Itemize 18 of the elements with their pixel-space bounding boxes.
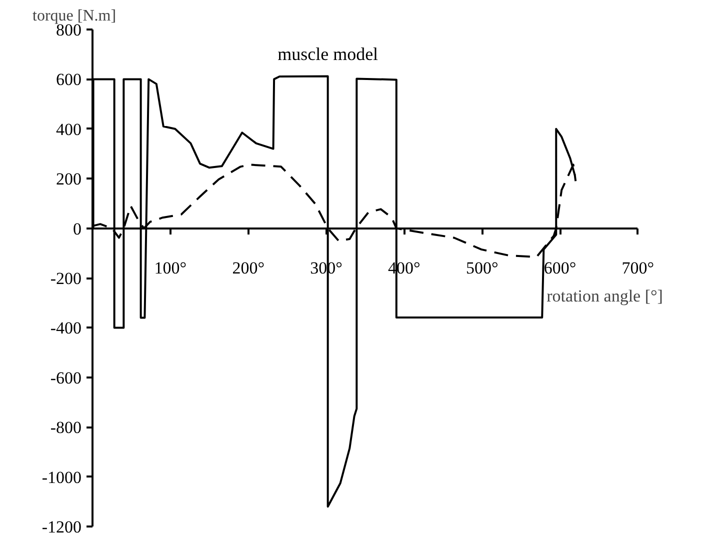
y-tick-label: -800 bbox=[50, 418, 82, 438]
y-tick-label: -200 bbox=[50, 269, 82, 288]
x-tick-label: 200° bbox=[232, 258, 265, 278]
y-tick-label: 0 bbox=[73, 219, 82, 238]
x-tick-label: 100° bbox=[154, 258, 187, 278]
y-tick-label: -1200 bbox=[42, 518, 82, 536]
y-tick-label: -400 bbox=[50, 318, 82, 338]
series-label: muscle model bbox=[278, 44, 378, 64]
y-tick-label: 600 bbox=[56, 70, 82, 90]
x-tick-label: 600° bbox=[544, 258, 576, 278]
y-tick-label: 400 bbox=[56, 120, 82, 139]
y-tick-label: 200 bbox=[56, 170, 82, 189]
y-tick-label: -600 bbox=[50, 368, 82, 388]
x-tick-label: 500° bbox=[466, 258, 498, 278]
x-tick-label: 700° bbox=[622, 258, 654, 278]
y-axis-title: torque [N.m] bbox=[32, 8, 116, 24]
y-tick-label: -1000 bbox=[42, 468, 82, 487]
x-axis-title: rotation angle [°] bbox=[546, 286, 663, 306]
